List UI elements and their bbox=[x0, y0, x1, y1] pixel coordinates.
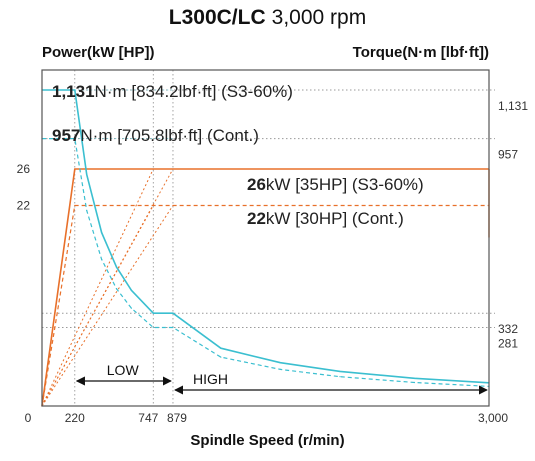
annotation-value: 1,131 bbox=[52, 82, 95, 101]
gear-range-label: LOW bbox=[107, 362, 140, 378]
annotation-label: 957N·m [705.8lbf·ft] (Cont.) bbox=[52, 126, 259, 145]
annotation-value: 26 bbox=[247, 175, 266, 194]
annotation-unit: kW [35HP] (S3-60%) bbox=[266, 175, 424, 194]
power-construction-line bbox=[41, 205, 174, 407]
series-point bbox=[339, 376, 341, 378]
series-point bbox=[86, 209, 88, 212]
grid-layer bbox=[42, 70, 495, 406]
power-construction-line bbox=[41, 168, 154, 407]
series-point bbox=[101, 258, 103, 260]
series-point bbox=[74, 138, 76, 140]
chart-title-model: L300C/LC bbox=[168, 6, 266, 29]
series-point bbox=[413, 377, 416, 379]
series-point bbox=[413, 381, 416, 384]
series-point bbox=[101, 231, 103, 234]
series-layer bbox=[41, 89, 490, 407]
annotation-label: 1,131N·m [834.2lbf·ft] (S3-60%) bbox=[52, 82, 293, 101]
annotation-unit: N·m [705.8lbf·ft] (Cont.) bbox=[80, 126, 259, 145]
series-point bbox=[86, 173, 88, 175]
plot-frame bbox=[41, 69, 490, 407]
series-point bbox=[74, 168, 76, 170]
series-point bbox=[220, 356, 222, 358]
gear-range-label: HIGH bbox=[193, 371, 228, 387]
x-axis-title: Spindle Speed (r/min) bbox=[190, 432, 345, 449]
series-point bbox=[130, 307, 132, 309]
torque-tick-label: 1,131 bbox=[498, 99, 528, 113]
x-tick-label: 3,000 bbox=[478, 411, 508, 425]
series-point bbox=[74, 89, 76, 91]
series-point bbox=[172, 312, 174, 314]
series-point bbox=[279, 362, 281, 364]
series-point bbox=[152, 326, 154, 329]
chart-title-speed: 3,000 rpm bbox=[271, 6, 367, 29]
series-point bbox=[115, 288, 118, 290]
series-point bbox=[279, 368, 281, 370]
power-tick-label: 22 bbox=[17, 198, 31, 212]
torque-tick-label: 957 bbox=[498, 148, 518, 162]
annotation-unit: N·m [834.2lbf·ft] (S3-60%) bbox=[95, 82, 293, 101]
chart-title: L300C/LC 3,000 rpm bbox=[0, 6, 535, 30]
torque-tick-label: 281 bbox=[498, 336, 518, 350]
x-tick-label: 0 bbox=[25, 411, 32, 425]
x-tick-label: 220 bbox=[65, 411, 85, 425]
x-tick-label: 879 bbox=[167, 411, 187, 425]
torque-tick-label: 332 bbox=[498, 322, 518, 336]
series-point bbox=[130, 289, 132, 291]
series-point bbox=[339, 370, 341, 372]
annotation-value: 957 bbox=[52, 126, 80, 145]
series-point bbox=[115, 266, 118, 268]
annotation-unit: kW [30HP] (Cont.) bbox=[266, 209, 404, 228]
series-point bbox=[74, 204, 76, 207]
x-tick-label: 747 bbox=[138, 411, 158, 425]
power-axis-title: Power(kW [HP]) bbox=[42, 44, 155, 61]
torque-axis-title: Torque(N·m [lbf·ft]) bbox=[352, 44, 489, 61]
annotation-label: 22kW [30HP] (Cont.) bbox=[247, 209, 404, 228]
series-point bbox=[172, 326, 174, 329]
annotation-value: 22 bbox=[247, 209, 266, 228]
series-point bbox=[152, 312, 154, 314]
annotation-label: 26kW [35HP] (S3-60%) bbox=[247, 175, 424, 194]
labels-layer: 0 220 747 879 3,00026221,1319573322811,131N·… bbox=[17, 82, 529, 425]
power-tick-label: 26 bbox=[17, 162, 31, 176]
series-point bbox=[220, 347, 222, 349]
